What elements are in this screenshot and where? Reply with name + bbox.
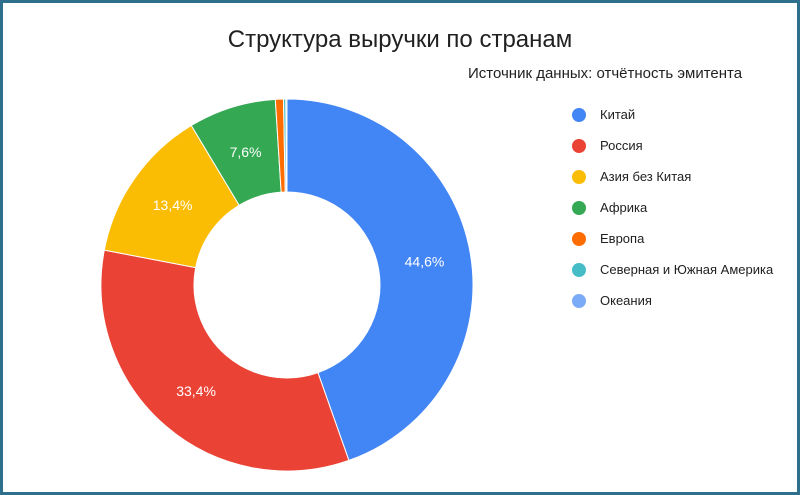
legend-label: Северная и Южная Америка [600,262,774,277]
legend-label: Азия без Китая [600,169,692,184]
legend: Китай Россия Азия без Китая Африка Европ… [572,99,787,316]
legend-marker-icon [572,169,586,184]
slice-data-label: 13,4% [153,197,193,213]
legend-marker-icon [572,262,586,277]
chart-subtitle: Источник данных: отчётность эмитента [468,65,743,82]
legend-marker-icon [572,293,586,308]
legend-marker-icon [572,231,586,246]
chart-title: Структура выручки по странам [227,26,573,53]
legend-marker-icon [572,200,586,215]
legend-marker-icon [572,107,586,122]
legend-label: Африка [600,200,648,215]
legend-label: Океания [600,293,652,308]
legend-item[interactable]: Азия без Китая [572,161,787,192]
legend-item[interactable]: Россия [572,130,787,161]
donut-slice[interactable] [100,249,350,472]
donut-slice[interactable] [286,98,474,462]
legend-item[interactable]: Китай [572,99,787,130]
legend-item[interactable]: Северная и Южная Америка [572,254,787,285]
slice-data-label: 7,6% [230,144,262,160]
legend-item[interactable]: Африка [572,192,787,223]
legend-label: Европа [600,231,645,246]
donut-slice[interactable] [285,98,288,193]
slice-data-label: 44,6% [405,253,445,269]
legend-marker-icon [572,138,586,153]
legend-label: Россия [600,138,643,153]
legend-item[interactable]: Европа [572,223,787,254]
legend-item[interactable]: Океания [572,285,787,316]
slice-data-label: 33,4% [176,383,216,399]
legend-label: Китай [600,107,636,122]
